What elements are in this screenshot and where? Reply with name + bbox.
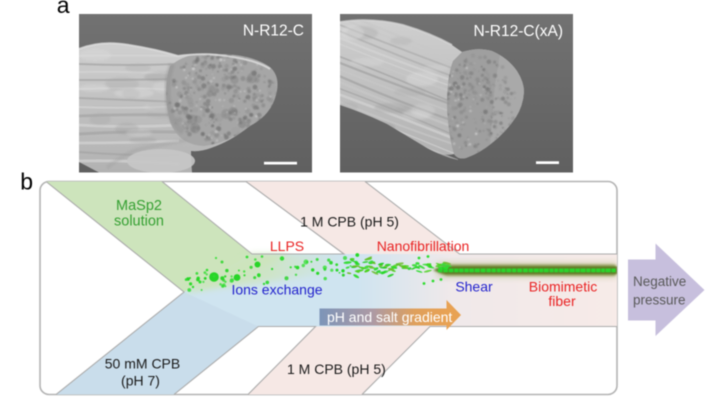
svg-text:pH and salt gradient: pH and salt gradient (327, 309, 452, 325)
svg-text:b: b (20, 169, 33, 195)
svg-text:1 M CPB (pH 5): 1 M CPB (pH 5) (300, 214, 399, 230)
svg-text:Nanofibrillation: Nanofibrillation (377, 238, 470, 254)
svg-text:1 M CPB (pH 5): 1 M CPB (pH 5) (287, 361, 386, 377)
svg-text:N-R12-C: N-R12-C (243, 23, 304, 40)
svg-text:50 mM CPB: 50 mM CPB (105, 355, 180, 371)
svg-text:solution: solution (114, 213, 164, 229)
svg-text:N-R12-C(xA): N-R12-C(xA) (473, 23, 563, 40)
svg-text:Biomimetic: Biomimetic (529, 279, 597, 295)
svg-text:(pH 7): (pH 7) (121, 372, 160, 388)
svg-text:LLPS: LLPS (270, 238, 304, 254)
svg-text:Shear: Shear (455, 279, 493, 295)
svg-text:Ions exchange: Ions exchange (231, 282, 322, 298)
svg-text:fiber: fiber (548, 293, 576, 309)
svg-text:pressure: pressure (633, 293, 686, 308)
svg-text:a: a (57, 0, 70, 18)
svg-text:Negative: Negative (633, 274, 686, 289)
svg-text:MaSp2: MaSp2 (116, 198, 162, 214)
